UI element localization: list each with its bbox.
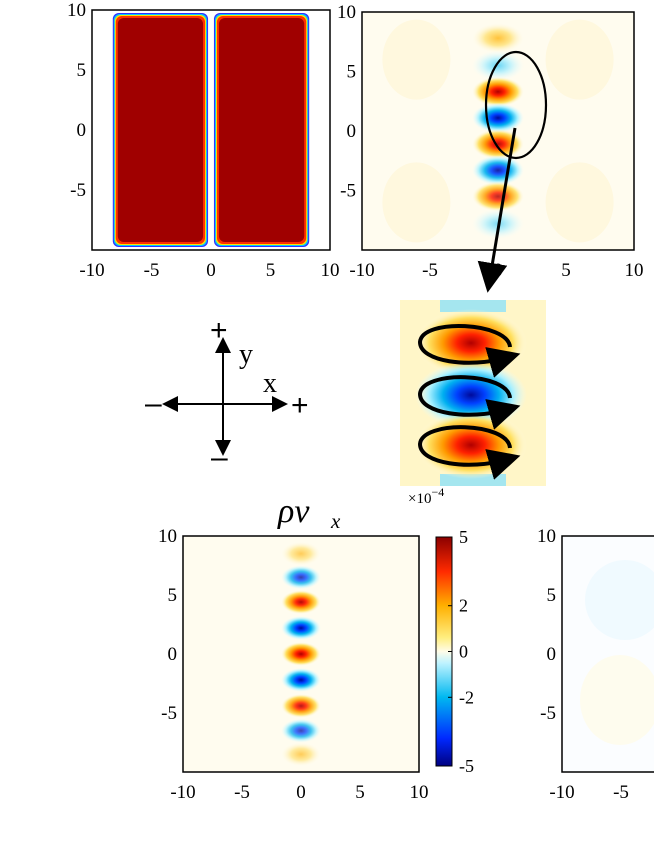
positive-blob	[281, 541, 321, 566]
density-slab	[218, 18, 305, 242]
y-tick-label: 10	[158, 526, 177, 547]
y-tick-label: 0	[547, 644, 557, 665]
x-axis-label: x	[263, 368, 277, 399]
negative-blob	[472, 50, 524, 81]
circulation-loop-top	[417, 324, 521, 378]
partial-tick-labels: -10 -5 10 5 0 -5	[537, 526, 629, 803]
colorbar-tick-label: -5	[459, 756, 474, 776]
faint-lobe	[545, 162, 614, 243]
partial-faint-patch	[585, 560, 654, 640]
positive-blob	[281, 693, 321, 718]
rhovx-plot-area	[182, 535, 420, 773]
negative-blob	[281, 616, 321, 641]
colorbar-tick-label: 2	[459, 596, 468, 616]
rhovx-tick-labels: -10 -5 0 5 10 10 5 0 -5	[158, 526, 429, 803]
y-tick-label: 10	[67, 0, 86, 21]
x-tick-label: -10	[549, 782, 574, 803]
x-tick-label: 0	[296, 782, 306, 803]
density-slabs	[112, 13, 310, 247]
y-tick-label: 0	[168, 644, 178, 665]
y-tick-label: 10	[537, 526, 556, 547]
x-tick-label: 0	[206, 260, 216, 281]
colorbar-tick-label: 5	[459, 527, 468, 547]
x-tick-label: 0	[493, 260, 503, 281]
plus-right: +	[291, 389, 309, 422]
y-tick-label: 5	[347, 62, 357, 83]
rhovx-blobs	[281, 541, 321, 767]
partial-panel: -10 -5 10 5 0 -5	[537, 526, 654, 803]
circulation-arrows	[417, 324, 521, 480]
rhovx-title: ρv	[277, 493, 310, 530]
vortex-blobs	[382, 19, 614, 243]
circulation-loop-bottom	[417, 425, 521, 480]
colorbar-multiplier: ×10−4	[408, 485, 444, 507]
colorbar-tick-label: -2	[459, 687, 474, 707]
positive-blob	[281, 590, 321, 615]
inset-edge-negative	[440, 300, 506, 312]
y-tick-label: 5	[168, 585, 178, 606]
minus-left: –	[145, 387, 162, 420]
x-tick-label: 10	[410, 782, 429, 803]
y-tick-label: 5	[77, 60, 87, 81]
colorbar-tick-labels: 5 2 0 -2 -5	[448, 527, 474, 776]
faint-lobe	[382, 162, 451, 243]
minus-bottom: –	[211, 441, 228, 474]
faint-lobe	[545, 19, 614, 100]
x-tick-label: -10	[79, 260, 104, 281]
rhovx-panel: ρv x -10 -5 0 5 10 10 5 0 -5 5 2 0 -2 -5 ×10−4	[158, 485, 474, 803]
x-tick-label: 5	[266, 260, 276, 281]
x-tick-label: -5	[144, 260, 160, 281]
y-tick-label: 5	[547, 585, 557, 606]
x-tick-label: 10	[625, 260, 644, 281]
density-panel: -10 -5 0 5 10 10 5 0 -5	[67, 0, 340, 281]
negative-blob	[281, 565, 321, 590]
positive-blob	[472, 76, 524, 107]
negative-blob	[281, 718, 321, 743]
circulation-loop-middle	[417, 375, 521, 430]
plus-top: +	[210, 314, 228, 347]
positive-blob	[472, 181, 524, 212]
density-tick-labels: -10 -5 0 5 10 10 5 0 -5	[67, 0, 340, 281]
negative-blob	[472, 155, 524, 186]
y-tick-label: -5	[540, 703, 556, 724]
y-tick-label: -5	[70, 180, 86, 201]
x-tick-label: 10	[321, 260, 340, 281]
y-axis-label: y	[239, 339, 253, 370]
partial-faint-patch-2	[580, 655, 654, 745]
positive-blob	[281, 742, 321, 767]
x-tick-label: 5	[561, 260, 571, 281]
y-tick-label: 10	[337, 2, 356, 23]
zoom-inset	[400, 300, 546, 486]
density-slab	[117, 18, 204, 242]
y-tick-label: 0	[347, 121, 357, 142]
y-tick-label: -5	[340, 181, 356, 202]
rhovx-title-subscript: x	[330, 509, 341, 533]
x-tick-label: -5	[422, 260, 438, 281]
positive-blob	[472, 23, 524, 54]
y-tick-label: -5	[161, 703, 177, 724]
x-tick-label: -10	[349, 260, 374, 281]
x-tick-label: -5	[234, 782, 250, 803]
positive-blob	[281, 642, 321, 666]
colorbar-tick-label: 0	[459, 642, 468, 662]
highlight-ellipse	[484, 50, 548, 160]
vortex-plot-area	[361, 11, 635, 251]
axes-legend: y x + + – –	[145, 314, 309, 474]
negative-blob	[281, 667, 321, 692]
x-tick-label: -5	[613, 782, 629, 803]
zoom-arrow	[477, 127, 517, 293]
positive-blob	[472, 129, 524, 160]
vortex-panel: -10 -5 0 5 10 10 5 0 -5	[337, 2, 644, 293]
faint-lobe	[382, 19, 451, 100]
y-tick-label: 0	[77, 120, 87, 141]
x-tick-label: 5	[355, 782, 365, 803]
x-tick-label: -10	[170, 782, 195, 803]
vortex-tick-labels: -10 -5 0 5 10 10 5 0 -5	[337, 2, 644, 281]
negative-blob	[472, 102, 524, 133]
